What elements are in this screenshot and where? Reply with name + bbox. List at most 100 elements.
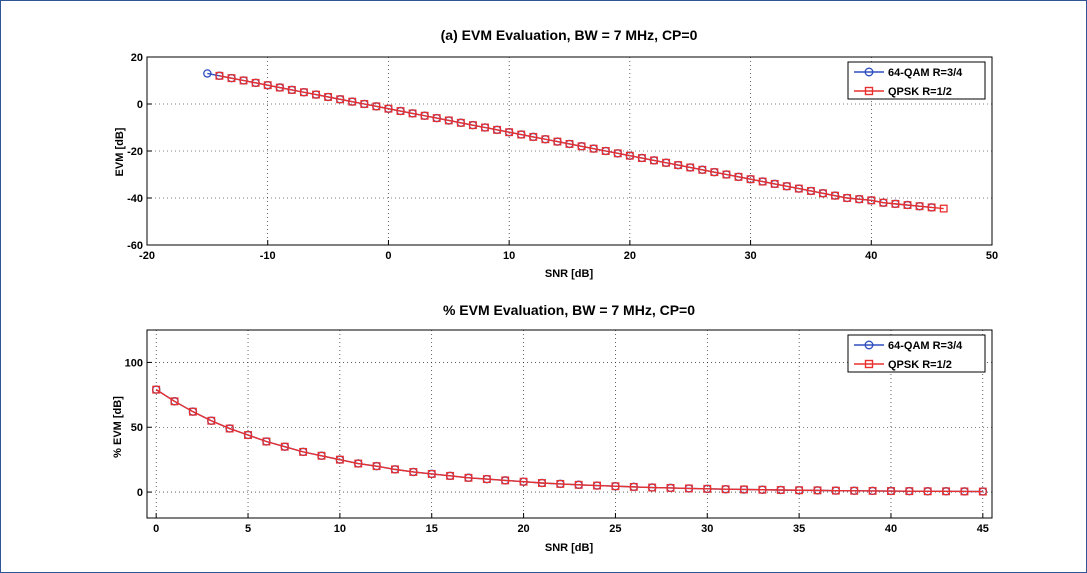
data-point-square <box>324 93 333 101</box>
data-point-square <box>867 196 876 205</box>
data-point-square <box>831 191 840 200</box>
data-point-square <box>360 100 369 108</box>
data-point-square <box>335 455 344 464</box>
x-tick-label: 25 <box>609 523 621 535</box>
x-axis-label: SNR [dB] <box>545 542 594 554</box>
data-point-square <box>666 483 675 492</box>
legend-square-marker <box>864 86 874 96</box>
data-point-square <box>674 161 683 170</box>
data-point-square <box>868 486 877 495</box>
data-point-square <box>927 203 936 212</box>
chart-title: % EVM Evaluation, BW = 7 MHz, CP=0 <box>443 302 695 318</box>
data-point-square <box>312 90 320 99</box>
data-point-square <box>625 151 634 160</box>
data-point-square <box>420 111 429 120</box>
x-tick-label: 40 <box>885 523 897 535</box>
data-point-square <box>613 149 622 158</box>
percent-evm-chart: % EVM Evaluation, BW = 7 MHz, CP=0 SNR [… <box>112 302 993 554</box>
legend-entry: QPSK R=1/2 <box>888 359 952 371</box>
data-point-square <box>776 486 785 494</box>
data-point-square <box>336 95 345 104</box>
data-point-square <box>170 397 179 406</box>
data-point-square <box>887 487 895 495</box>
x-tick-label: 0 <box>385 250 391 262</box>
legend-entry: QPSK R=1/2 <box>888 86 952 98</box>
data-point-square <box>468 121 477 130</box>
legend-square-marker <box>864 359 874 369</box>
x-axis-label: SNR [dB] <box>545 268 594 280</box>
data-point-square <box>481 123 489 132</box>
x-tick-label: 35 <box>793 523 805 535</box>
x-tick-label: -20 <box>139 250 155 262</box>
data-point-square <box>372 462 381 471</box>
data-point-square <box>939 204 948 213</box>
data-point-square <box>432 114 441 123</box>
series-line-qpsk <box>219 75 944 210</box>
data-point-square <box>541 135 550 144</box>
data-point-square <box>915 202 924 211</box>
data-point-square <box>978 487 987 496</box>
data-point-square <box>225 424 234 433</box>
data-point-square <box>299 447 308 456</box>
data-point-square <box>505 128 514 137</box>
x-tick-label: 20 <box>517 523 529 535</box>
data-point-square <box>354 459 363 468</box>
data-point-square <box>819 189 827 198</box>
data-point-square <box>427 469 436 478</box>
data-point-square <box>239 76 248 85</box>
data-point-square <box>905 487 914 496</box>
data-point-square <box>396 107 405 115</box>
data-point-square <box>746 175 755 184</box>
data-point-square <box>529 132 538 141</box>
data-point-square <box>537 479 546 487</box>
y-tick-label: 0 <box>137 487 143 499</box>
data-point-square <box>391 465 399 474</box>
y-tick-label: 100 <box>125 357 143 369</box>
legend: 64-QAM R=3/4 QPSK R=1/2 <box>847 334 986 373</box>
data-point-square <box>574 480 583 489</box>
y-axis-label: EVM [dB] <box>114 127 126 176</box>
data-point-square <box>710 168 719 177</box>
y-tick-label: 20 <box>131 52 143 64</box>
data-point-square <box>251 78 260 87</box>
data-point-square <box>629 482 638 491</box>
plot-area <box>146 329 993 519</box>
data-point-square <box>758 485 767 494</box>
x-tick-label: 10 <box>334 523 346 535</box>
data-point-square <box>843 194 852 202</box>
x-tick-label: 30 <box>701 523 713 535</box>
data-point-square <box>923 487 932 496</box>
data-point-square <box>275 83 284 92</box>
y-tick-label: -20 <box>127 146 143 158</box>
data-point-square <box>650 156 658 165</box>
data-point-square <box>831 486 840 495</box>
data-point-square <box>637 154 646 162</box>
data-point-square <box>501 476 510 485</box>
data-point-square <box>317 451 326 460</box>
data-point-square <box>517 130 526 139</box>
legend-entry: 64-QAM R=3/4 <box>888 67 963 79</box>
data-point-square <box>227 74 236 83</box>
legend-entry: 64-QAM R=3/4 <box>888 340 963 352</box>
data-point-square <box>456 118 465 127</box>
data-point-square <box>611 482 620 491</box>
data-point-square <box>215 71 224 80</box>
data-point-square <box>794 184 803 193</box>
x-tick-label: 10 <box>503 250 515 262</box>
data-point-square <box>593 481 602 490</box>
data-point-square <box>299 88 308 97</box>
data-point-square <box>960 487 969 496</box>
data-point-square <box>648 483 657 492</box>
y-tick-label: -60 <box>127 240 143 252</box>
data-point-square <box>879 198 888 207</box>
series-line-qam <box>155 389 983 493</box>
y-tick-label: -40 <box>127 193 143 205</box>
chart-title: (a) EVM Evaluation, BW = 7 MHz, CP=0 <box>441 27 698 43</box>
data-point-square <box>287 85 296 94</box>
data-point-square <box>188 407 197 416</box>
data-point-square <box>734 172 743 181</box>
data-point-square <box>207 416 216 425</box>
data-point-square <box>446 471 455 480</box>
legend: 64-QAM R=3/4 QPSK R=1/2 <box>847 61 986 100</box>
data-point-square <box>782 182 791 191</box>
